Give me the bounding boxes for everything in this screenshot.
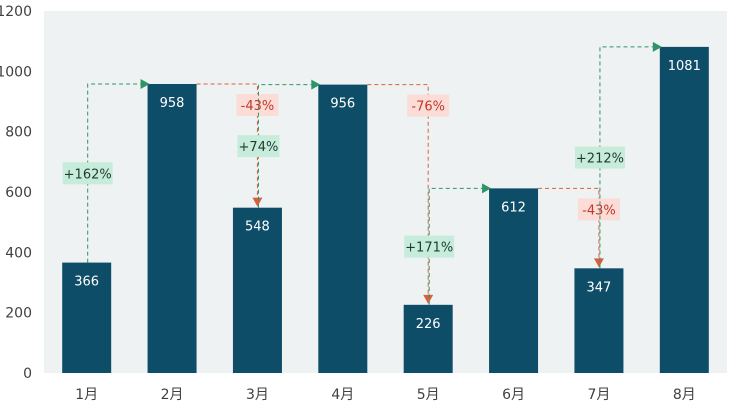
decrease-connector: -43%	[196, 83, 279, 207]
connector-line	[428, 187, 483, 305]
y-tick-label: 1000	[0, 64, 32, 80]
value-label: 226	[416, 317, 441, 332]
bar	[147, 84, 197, 374]
x-tick-label: 5月	[417, 387, 440, 403]
decrease-connector: -43%	[538, 187, 620, 268]
bar	[574, 268, 624, 373]
y-tick-label: 200	[5, 306, 32, 322]
change-label-box	[236, 94, 279, 117]
value-label: 612	[501, 200, 526, 215]
increase-connector: +212%	[574, 41, 662, 269]
value-label: 366	[74, 275, 99, 290]
change-label: -76%	[411, 100, 445, 115]
arrow-down-icon	[252, 197, 263, 207]
connector-line	[87, 83, 141, 263]
value-label: 1081	[668, 59, 701, 74]
value-label: 347	[587, 280, 612, 295]
x-tick-label: 8月	[673, 387, 696, 403]
change-label-box	[407, 94, 450, 117]
value-label: 548	[245, 220, 270, 235]
bar	[403, 304, 453, 373]
x-tick-label: 2月	[161, 387, 184, 403]
change-label: +74%	[239, 140, 279, 155]
change-connectors: +162% -43% +74% -76% +171% -43% +212%	[62, 41, 662, 305]
bars	[62, 46, 709, 374]
y-tick-label: 400	[5, 245, 32, 261]
change-label: +171%	[405, 241, 453, 256]
change-label: +162%	[64, 167, 112, 182]
arrow-down-icon	[593, 258, 604, 268]
change-label: -43%	[582, 203, 616, 218]
change-label-box	[404, 235, 455, 258]
increase-connector: +74%	[237, 79, 321, 208]
arrow-right-icon	[140, 79, 150, 90]
arrow-right-icon	[482, 183, 492, 194]
bar	[62, 262, 112, 373]
increase-connector: +162%	[62, 79, 150, 263]
bar	[659, 46, 709, 373]
value-label: 956	[330, 97, 355, 112]
x-tick-label: 1月	[75, 387, 98, 403]
connector-line	[538, 187, 600, 259]
bar	[489, 188, 539, 373]
increase-connector: +171%	[404, 183, 492, 305]
change-label-box	[62, 162, 113, 185]
connector-line	[196, 83, 258, 198]
x-tick-label: 3月	[246, 387, 269, 403]
y-tick-label: 0	[23, 366, 32, 382]
y-tick-label: 1200	[0, 4, 32, 20]
change-label: -43%	[241, 99, 275, 114]
connector-line	[599, 46, 653, 269]
x-tick-label: 4月	[331, 387, 354, 403]
x-tick-label: 6月	[502, 387, 525, 403]
bar	[232, 207, 282, 373]
bar	[318, 84, 368, 374]
plot-background	[44, 11, 727, 373]
change-label-box	[574, 146, 625, 169]
y-axis: 0 200 400 600 800 1000 1200	[0, 4, 32, 382]
decrease-connector: -76%	[367, 84, 450, 304]
change-label: +212%	[576, 152, 624, 167]
value-labels: 366 958 548 956 226 612 347 1081	[74, 59, 701, 332]
change-label-box	[237, 135, 280, 158]
value-label: 958	[160, 96, 185, 111]
x-axis: 1月 2月 3月 4月 5月 6月 7月 8月	[75, 387, 696, 403]
arrow-down-icon	[423, 294, 434, 304]
arrow-right-icon	[311, 79, 321, 90]
change-label-box	[577, 198, 620, 221]
arrow-right-icon	[652, 41, 662, 52]
y-tick-label: 800	[5, 125, 32, 141]
y-tick-label: 600	[5, 185, 32, 201]
x-tick-label: 7月	[587, 387, 610, 403]
